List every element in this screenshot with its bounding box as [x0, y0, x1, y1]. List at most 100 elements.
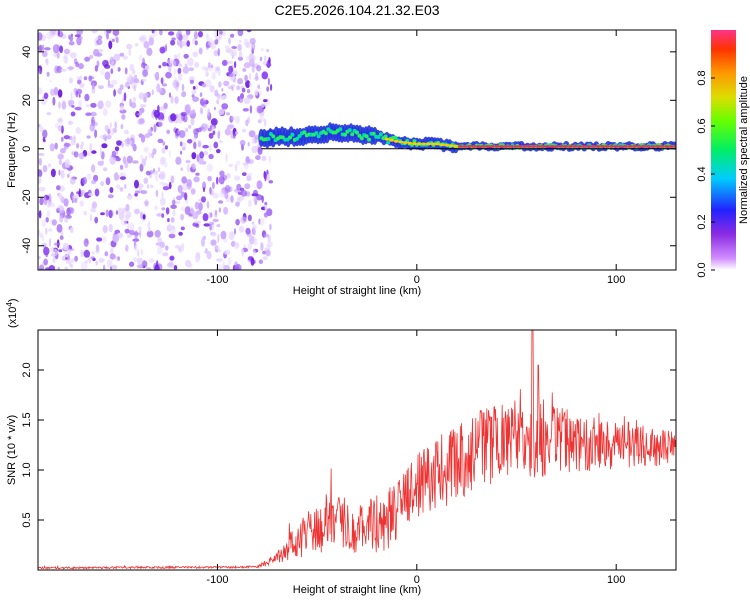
- noise-blob: [252, 189, 258, 197]
- noise-blob: [139, 104, 147, 108]
- noise-blob: [68, 120, 73, 125]
- noise-blob: [236, 85, 241, 91]
- noise-blob: [112, 234, 120, 243]
- signal-peak: [531, 145, 536, 148]
- noise-blob: [182, 146, 186, 151]
- noise-blob: [221, 59, 228, 66]
- signal-core: [288, 135, 292, 140]
- noise-blob: [181, 83, 185, 91]
- noise-blob: [209, 224, 215, 231]
- noise-blob: [167, 218, 170, 223]
- colorbar-tick-label: 0.6: [696, 118, 708, 133]
- noise-blob: [252, 249, 256, 256]
- noise-blob: [241, 144, 244, 151]
- noise-blob: [129, 140, 132, 146]
- noise-blob: [59, 215, 63, 223]
- noise-blob: [226, 124, 233, 130]
- noise-blob: [237, 56, 244, 61]
- noise-blob: [133, 74, 138, 80]
- noise-blob: [207, 62, 214, 72]
- noise-blob: [192, 109, 196, 115]
- noise-blob: [129, 98, 132, 107]
- noise-blob: [160, 77, 164, 85]
- signal-peak: [540, 145, 546, 148]
- noise-blob: [119, 52, 125, 57]
- signal-peak: [590, 145, 596, 148]
- noise-blob: [210, 232, 217, 237]
- noise-blob: [119, 187, 124, 192]
- signal-core: [383, 134, 388, 139]
- noise-blob: [267, 77, 270, 86]
- noise-blob: [238, 50, 243, 59]
- noise-blob: [202, 181, 207, 191]
- noise-blob: [260, 242, 264, 252]
- noise-blob: [246, 172, 253, 176]
- spectrogram-signal-layer: [258, 122, 676, 154]
- noise-blob: [49, 79, 52, 83]
- noise-blob: [188, 124, 192, 129]
- noise-blob: [214, 209, 218, 216]
- signal-peak: [572, 145, 578, 148]
- signal-peak: [416, 142, 422, 146]
- noise-blob: [94, 37, 99, 47]
- noise-blob: [218, 175, 225, 185]
- noise-blob: [249, 235, 255, 245]
- noise-blob: [111, 264, 118, 270]
- noise-blob: [64, 159, 71, 169]
- noise-blob: [138, 118, 145, 125]
- noise-blob: [143, 177, 149, 184]
- noise-blob: [145, 267, 152, 270]
- noise-blob: [155, 173, 159, 182]
- noise-blob: [42, 139, 46, 143]
- signal-core: [376, 135, 381, 139]
- noise-blob: [208, 132, 214, 139]
- noise-blob: [126, 194, 133, 200]
- noise-blob: [132, 96, 136, 103]
- signal-peak: [430, 142, 436, 146]
- noise-blob: [211, 71, 216, 80]
- noise-blob: [192, 166, 196, 170]
- colorbar-tick-label: 0.8: [696, 70, 708, 85]
- noise-blob: [137, 264, 144, 269]
- noise-blob: [177, 116, 183, 124]
- snr-scale-exponent: 4: [5, 302, 14, 307]
- signal-core: [412, 139, 417, 144]
- noise-blob: [60, 169, 65, 179]
- noise-blob: [217, 48, 220, 57]
- noise-blob: [245, 41, 251, 49]
- noise-blob: [256, 65, 262, 72]
- spectrogram-noise-layer: [38, 30, 275, 270]
- noise-blob: [94, 65, 99, 72]
- noise-blob: [254, 134, 260, 140]
- noise-blob: [192, 212, 199, 220]
- spectrogram-y-ticks: -40 -20 0 20 40: [21, 46, 676, 254]
- noise-blob: [138, 54, 143, 62]
- noise-blob: [98, 85, 104, 90]
- noise-blob: [168, 64, 172, 73]
- noise-blob: [126, 234, 132, 239]
- noise-blob: [232, 134, 236, 139]
- noise-blob: [77, 79, 82, 85]
- noise-blob: [88, 255, 92, 264]
- noise-blob: [140, 190, 148, 195]
- noise-blob: [182, 183, 188, 191]
- noise-blob: [206, 201, 210, 209]
- signal-core: [364, 134, 369, 139]
- noise-blob: [61, 100, 67, 110]
- noise-blob: [108, 210, 113, 218]
- noise-blob: [204, 66, 209, 72]
- noise-blob: [59, 45, 64, 54]
- noise-blob: [128, 73, 132, 80]
- noise-blob: [175, 201, 181, 204]
- noise-blob: [56, 207, 60, 213]
- noise-blob: [213, 106, 216, 111]
- noise-blob: [102, 134, 107, 141]
- noise-blob: [104, 251, 109, 257]
- noise-blob: [258, 218, 261, 225]
- noise-blob: [43, 258, 48, 266]
- signal-peak: [554, 145, 559, 148]
- noise-blob: [259, 113, 265, 123]
- noise-blob: [111, 60, 116, 69]
- noise-blob: [208, 212, 212, 219]
- signal-peak: [613, 145, 619, 148]
